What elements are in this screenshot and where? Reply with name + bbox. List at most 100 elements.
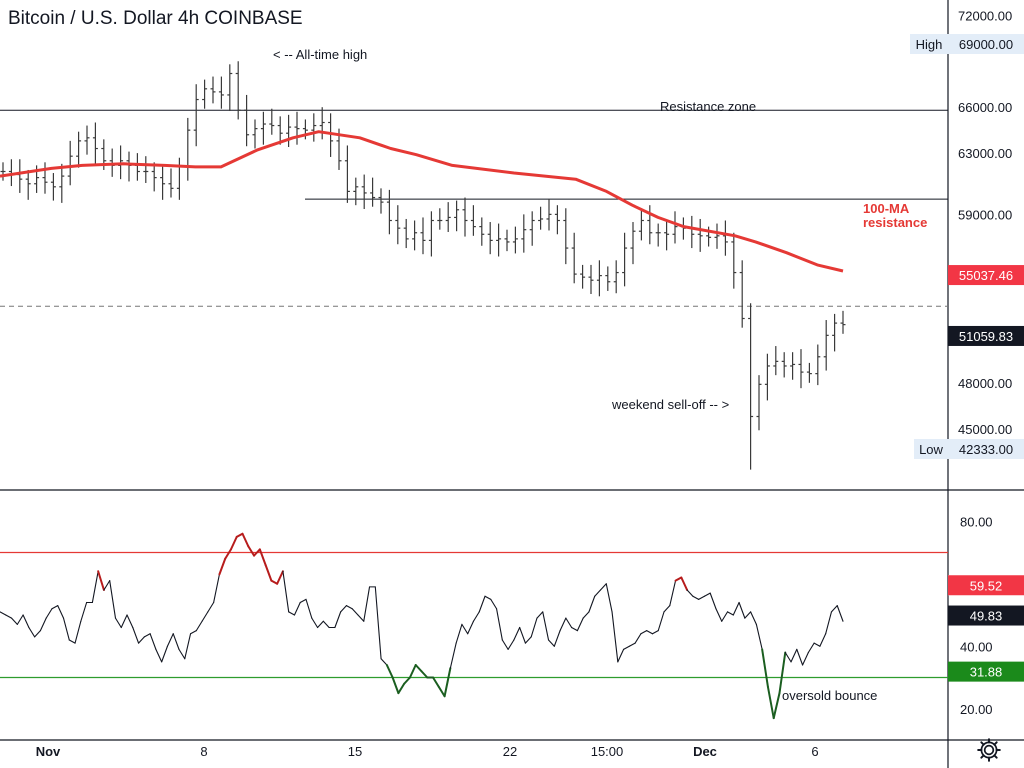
price-tick-label: 59000.00 <box>958 207 1012 222</box>
rsi-segment <box>391 676 400 695</box>
rsi-segment <box>825 611 833 635</box>
rsi-segment <box>229 535 238 551</box>
rsi-segment <box>813 642 821 647</box>
rsi-segment <box>796 648 804 666</box>
rsi-segment <box>172 633 180 650</box>
rsi-segment <box>28 626 36 638</box>
rsi-segment <box>802 651 809 666</box>
rsi-segment <box>68 639 76 644</box>
price-tick-label: 66000.00 <box>958 100 1012 115</box>
annotation-oversold: oversold bounce <box>782 688 878 703</box>
rsi-segment <box>761 648 769 688</box>
rsi-segment <box>357 614 365 622</box>
rsi-segment <box>241 532 250 548</box>
annotation-resistance-zone: Resistance zone <box>660 99 757 114</box>
last-price-bg <box>948 325 1024 346</box>
rsi-segment <box>772 692 781 720</box>
rsi-segment <box>235 532 244 538</box>
time-tick-label: 15:00 <box>591 744 624 759</box>
rsi-segment <box>726 611 734 616</box>
rsi-segment <box>709 592 717 610</box>
rsi-segment <box>184 633 192 660</box>
rsi-segment <box>270 579 279 585</box>
rsi-upper-text: 59.52 <box>970 578 1003 593</box>
rsi-segment <box>10 617 18 625</box>
gear-icon[interactable] <box>976 737 1002 763</box>
rsi-segment <box>126 614 134 629</box>
rsi-segment <box>513 626 521 641</box>
rsi-segment <box>178 648 186 660</box>
rsi-segment <box>258 548 267 566</box>
rsi-segment <box>311 617 319 629</box>
rsi-segment <box>34 630 41 638</box>
rsi-segment <box>408 664 417 679</box>
rsi-segment <box>542 611 550 641</box>
rsi-segment <box>288 611 296 616</box>
rsi-segment <box>109 580 117 619</box>
rsi-segment <box>195 620 203 632</box>
time-tick-label: 22 <box>503 744 517 759</box>
rsi-segment <box>340 605 347 613</box>
rsi-segment <box>524 636 532 644</box>
rsi-segment <box>715 608 723 622</box>
rsi-segment <box>380 658 388 666</box>
rsi-segment <box>807 642 815 654</box>
rsi-segment <box>363 586 371 622</box>
rsi-segment <box>501 639 509 650</box>
price-bars <box>0 61 846 470</box>
rsi-segment <box>0 611 7 616</box>
time-tick-label: Dec <box>693 744 717 759</box>
rsi-segment <box>496 608 503 641</box>
rsi-segment <box>623 645 630 650</box>
rsi-segment <box>571 626 578 632</box>
rsi-segment <box>414 664 423 673</box>
rsi-segment <box>345 605 353 610</box>
rsi-segment <box>149 633 157 650</box>
rsi-segment <box>39 617 47 632</box>
rsi-segment <box>628 642 636 647</box>
rsi-segment <box>213 573 220 604</box>
rsi-segment <box>778 651 787 695</box>
rsi-segment <box>155 648 163 663</box>
rsi-segment <box>617 648 625 663</box>
rsi-segment <box>576 617 584 632</box>
rsi-segment <box>443 667 452 698</box>
rsi-segment <box>674 576 683 582</box>
high-tag: High <box>916 37 943 52</box>
rsi-segment <box>80 601 88 622</box>
rsi-segment <box>449 642 457 669</box>
rsi-segment <box>490 598 498 610</box>
rsi-segment <box>264 564 273 582</box>
low-tag-bg <box>914 439 948 459</box>
chart-title: Bitcoin / U.S. Dollar 4h COINBASE <box>8 8 303 29</box>
rsi-segment <box>663 605 671 613</box>
rsi-segment <box>114 617 122 629</box>
rsi-segment <box>97 570 105 591</box>
rsi-segment <box>62 617 70 641</box>
rsi-segment <box>247 545 256 557</box>
rsi-segment <box>588 595 596 613</box>
rsi-segment <box>374 586 382 660</box>
rsi-segment <box>721 611 729 622</box>
rsi-segment <box>138 636 145 644</box>
price-tick-label: 63000.00 <box>958 146 1012 161</box>
rsi-segment <box>51 605 59 610</box>
rsi-segment <box>201 611 209 622</box>
rsi-segment <box>207 601 215 613</box>
rsi-segment <box>74 620 82 644</box>
rsi-segment <box>750 611 757 625</box>
rsi-tick-label: 80.00 <box>960 514 993 529</box>
rsi-segment <box>536 611 544 619</box>
rsi-segment <box>305 598 313 619</box>
rsi-segment <box>91 570 99 604</box>
rsi-segment <box>397 682 406 695</box>
high-value-bg <box>948 34 1024 54</box>
rsi-segment <box>547 639 555 647</box>
rsi-segment <box>218 557 227 576</box>
low-value: 42333.00 <box>959 442 1013 457</box>
rsi-segment <box>472 611 480 622</box>
time-tick-label: 15 <box>348 744 362 759</box>
last-price: 51059.83 <box>959 329 1013 344</box>
rsi-segment <box>276 570 284 585</box>
price-tick-label: 45000.00 <box>958 422 1012 437</box>
